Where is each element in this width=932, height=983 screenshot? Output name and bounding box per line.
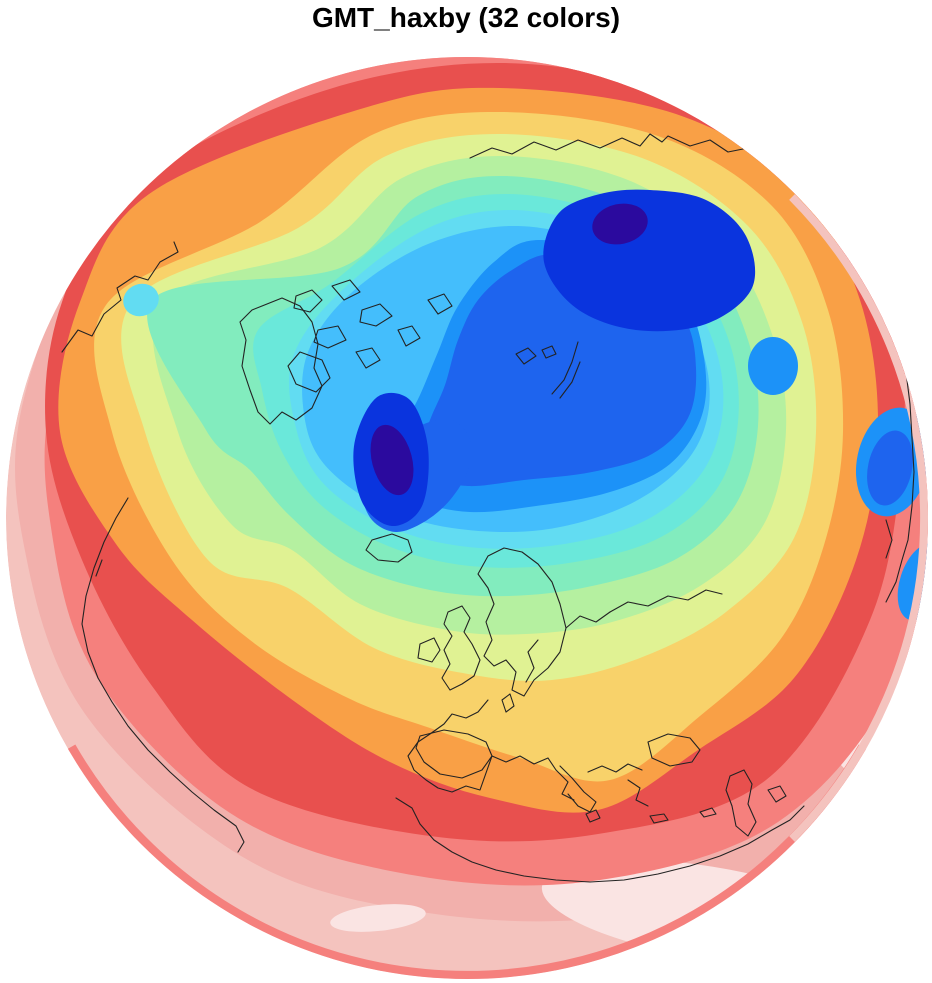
coastline-white-sea xyxy=(609,589,723,613)
contour-band-core xyxy=(370,424,414,496)
coastline-svalbard xyxy=(515,341,581,399)
contour-band-core xyxy=(592,203,648,245)
coastlines xyxy=(61,133,915,883)
coastline-iceland xyxy=(365,533,413,563)
coastline-britain xyxy=(441,605,481,691)
coastline-denmark xyxy=(501,693,515,713)
rim-arc-bottom xyxy=(66,744,868,979)
coastline-sakhalin xyxy=(885,519,893,559)
coastline-baltic xyxy=(525,611,611,683)
contour-fill-layers xyxy=(6,57,928,979)
page-title: GMT_haxby (32 colors) xyxy=(311,2,621,33)
coastline-north-america xyxy=(81,497,245,853)
coastline-europe xyxy=(407,699,493,793)
coastline-caspian xyxy=(725,769,787,837)
coastline-arctic-islands xyxy=(287,279,453,393)
rim-arc-right xyxy=(789,194,928,842)
coastline-greenland xyxy=(239,297,323,425)
coastline-north-africa xyxy=(395,797,805,883)
coastline-black-sea xyxy=(647,733,701,767)
coastline-iberia xyxy=(415,729,493,779)
coastline-ireland xyxy=(417,637,441,663)
coastline-med-north xyxy=(491,755,717,824)
coastline-alaska xyxy=(61,241,179,353)
contour-band-cyan-blob xyxy=(123,283,159,317)
contour-band-side-blob xyxy=(867,430,913,506)
coastline-scandinavia xyxy=(477,547,567,697)
contour-band-pale-blob xyxy=(330,904,426,932)
contour-band-side-blob xyxy=(748,337,798,395)
coastline-kamchatka xyxy=(895,317,915,363)
